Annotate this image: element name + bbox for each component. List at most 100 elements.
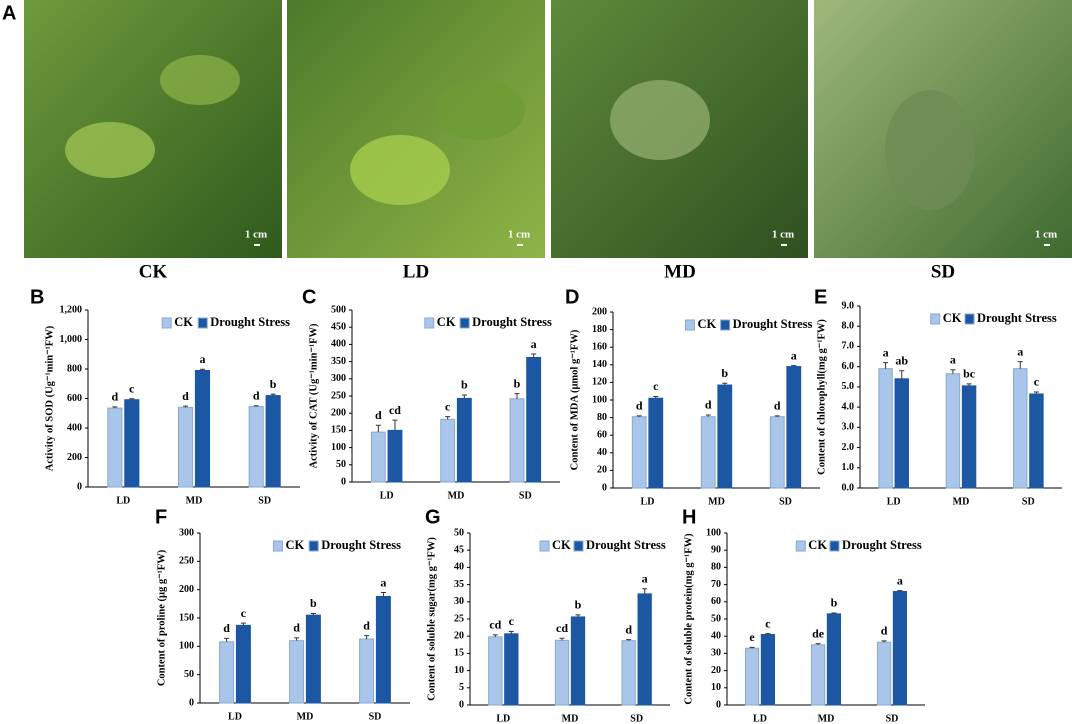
bar <box>637 593 652 706</box>
bar <box>124 399 140 488</box>
legend-swatch <box>795 540 806 552</box>
error-bar <box>966 383 972 386</box>
bar <box>248 406 264 488</box>
significance-letter: a <box>199 352 205 366</box>
y-tick-label: 0 <box>459 699 464 710</box>
error-bar <box>626 639 632 641</box>
panel-label: A <box>2 2 16 24</box>
y-tick-label: 40 <box>711 630 721 641</box>
error-bar <box>705 414 711 417</box>
error-bar <box>310 612 316 616</box>
error-bar <box>897 590 903 592</box>
error-bar <box>575 614 581 617</box>
y-tick-label: 100 <box>179 641 194 652</box>
y-tick-label: 0 <box>602 482 607 493</box>
y-tick-label: 5 <box>459 682 464 693</box>
bar <box>1029 393 1044 489</box>
significance-letter: d <box>293 621 300 635</box>
bar <box>235 624 251 704</box>
panel-label: B <box>30 286 44 308</box>
scale-bar <box>781 244 787 246</box>
bar <box>509 398 525 483</box>
x-tick-label: SD <box>519 490 532 501</box>
x-tick-label: LD <box>641 496 655 507</box>
error-bar <box>722 382 728 386</box>
legend-swatch <box>197 317 208 329</box>
significance-letter: c <box>509 614 515 628</box>
error-bar <box>380 592 386 597</box>
photo-caption: CK <box>139 261 168 282</box>
y-tick-label: 200 <box>179 584 194 595</box>
bar <box>810 644 826 706</box>
legend-swatch <box>459 317 470 329</box>
error-bar <box>492 634 498 637</box>
bar <box>440 418 456 483</box>
y-tick-label: 160 <box>592 341 607 352</box>
legend-swatch <box>539 540 550 552</box>
legend-label: CK <box>697 317 716 331</box>
bar <box>945 373 961 489</box>
error-bar <box>881 640 887 643</box>
legend-label: Drought Stress <box>586 538 666 552</box>
error-bar <box>1017 361 1023 369</box>
bar <box>769 416 785 489</box>
x-tick-label: SD <box>630 713 643 724</box>
legend-label: CK <box>437 315 456 329</box>
bar <box>700 416 716 489</box>
legend-swatch <box>720 319 731 331</box>
legend-label: CK <box>286 538 305 552</box>
significance-letter: b <box>831 596 838 610</box>
legend-label: CK <box>943 311 962 325</box>
photo <box>24 0 282 258</box>
scale-label: 1 cm <box>245 229 267 241</box>
y-tick-label: 140 <box>592 359 607 370</box>
bar <box>894 378 909 489</box>
legend-label: Drought Stress <box>842 538 922 552</box>
legend-label: Drought Stress <box>321 538 401 552</box>
bar <box>786 366 802 489</box>
leaf <box>160 55 240 105</box>
significance-letter: d <box>881 624 888 638</box>
scale-bar <box>254 244 260 246</box>
x-tick-label: SD <box>1022 496 1035 507</box>
error-bar <box>129 398 135 400</box>
x-tick-label: MD <box>448 490 465 501</box>
legend-label: Drought Stress <box>472 315 552 329</box>
significance-letter: a <box>531 337 537 351</box>
error-bar <box>559 637 565 641</box>
significance-letter: a <box>791 348 797 362</box>
significance-letter: c <box>765 616 771 630</box>
bar <box>554 639 570 706</box>
y-tick-label: 3.0 <box>842 422 855 433</box>
error-bar <box>294 637 300 641</box>
y-tick-label: 250 <box>331 390 346 401</box>
bar <box>570 616 586 706</box>
significance-letter: d <box>774 399 781 413</box>
error-bar <box>253 405 259 407</box>
error-bar <box>240 622 246 626</box>
panel-label: D <box>565 286 579 308</box>
error-bar <box>774 415 780 417</box>
bar <box>648 397 664 489</box>
y-tick-label: 300 <box>331 373 346 384</box>
y-tick-label: 70 <box>711 579 721 590</box>
error-bar <box>364 635 370 639</box>
bar <box>760 633 776 706</box>
error-bar <box>112 406 118 409</box>
x-tick-label: MD <box>297 711 314 722</box>
y-tick-label: 100 <box>592 394 607 405</box>
y-axis-label: Content of soluble protein(mg g⁻¹FW) <box>683 533 694 705</box>
legend-swatch <box>161 317 172 329</box>
x-tick-label: LD <box>116 495 130 506</box>
y-tick-label: 40 <box>454 562 464 573</box>
bar <box>219 641 235 704</box>
x-tick-label: MD <box>708 496 725 507</box>
y-tick-label: 1.0 <box>842 462 855 473</box>
bar <box>621 640 636 706</box>
y-tick-label: 7.0 <box>842 341 855 352</box>
significance-letter: d <box>253 388 260 402</box>
y-tick-label: 0.0 <box>842 482 855 493</box>
y-tick-label: 4.0 <box>842 401 855 412</box>
leaf <box>885 90 975 210</box>
significance-letter: a <box>642 571 648 585</box>
